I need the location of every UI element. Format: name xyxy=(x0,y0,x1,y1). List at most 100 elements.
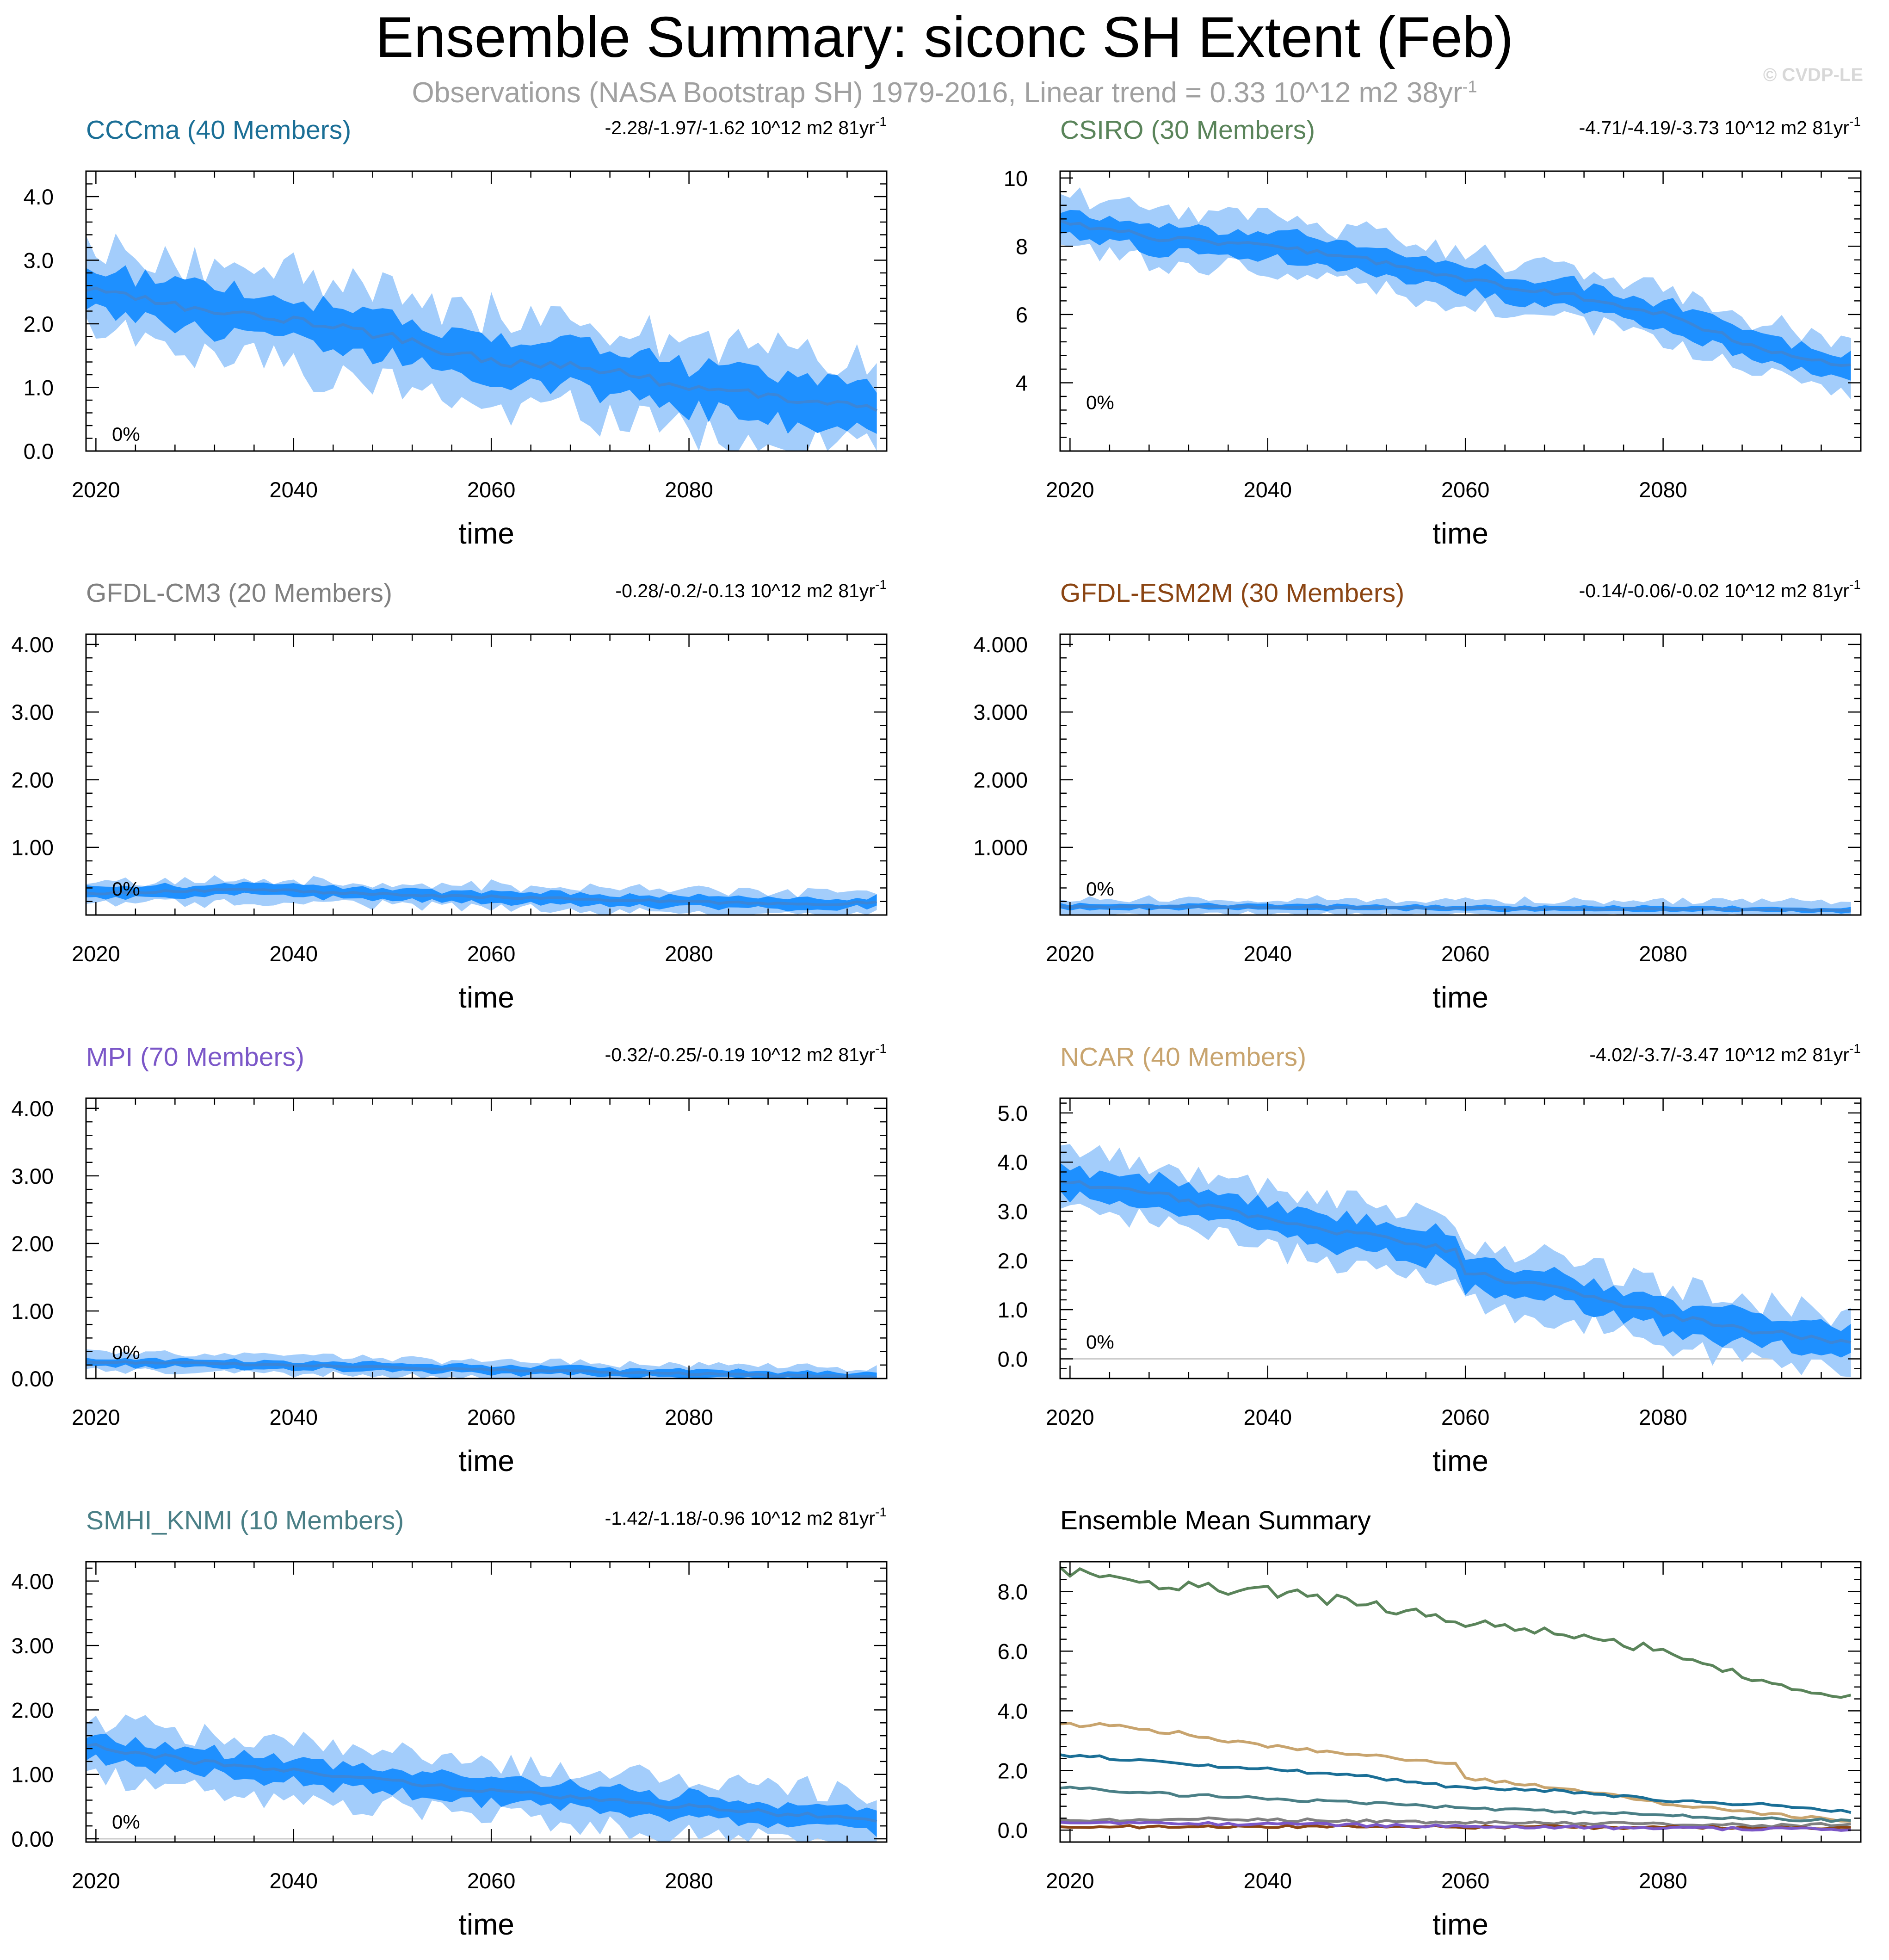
y-tick-label: 0.0 xyxy=(24,439,54,464)
trend-label: -0.28/-0.2/-0.13 10^12 m2 81yr-1 xyxy=(615,577,887,601)
y-tick-label: 0.0 xyxy=(998,1818,1028,1843)
inner-range-band xyxy=(86,1733,877,1837)
copyright-watermark: © CVDP-LE xyxy=(1763,65,1863,85)
ensemble-mean-line xyxy=(86,1743,877,1823)
x-tick-label: 2040 xyxy=(269,1868,318,1893)
percent-label: 0% xyxy=(112,878,140,900)
inner-range-band xyxy=(1060,210,1851,381)
y-tick-label: 4.00 xyxy=(12,1569,54,1594)
y-tick-label: 3.00 xyxy=(12,700,54,724)
y-tick-label: 2.0 xyxy=(998,1758,1028,1783)
trend-superscript: -1 xyxy=(1849,577,1861,592)
x-tick-label: 2060 xyxy=(1441,941,1490,966)
trend-text: -0.28/-0.2/-0.13 10^12 m2 81yr xyxy=(615,580,875,601)
percent-label: 0% xyxy=(112,1811,140,1833)
y-tick-label: 4.0 xyxy=(998,1150,1028,1175)
ensemble-mean-line xyxy=(1060,1180,1852,1344)
x-axis-label: time xyxy=(1432,1908,1488,1941)
x-tick-label: 2080 xyxy=(665,477,713,502)
y-tick-label: 1.0 xyxy=(998,1298,1028,1322)
panel-7: 0% 2020 2040 2060 2080 0.00 1.00 2.00 3.00 4.00 SM… xyxy=(12,1505,888,1941)
y-tick-label: 2.00 xyxy=(12,1231,54,1256)
y-tick-label: 3.0 xyxy=(998,1199,1028,1224)
panel-title: GFDL-CM3 (20 Members) xyxy=(86,578,392,608)
inner-range-band xyxy=(1060,1162,1851,1358)
x-tick-label: 2080 xyxy=(1639,477,1687,502)
x-tick-label: 2020 xyxy=(1046,1868,1094,1893)
trend-label: -0.32/-0.25/-0.19 10^12 m2 81yr-1 xyxy=(605,1041,887,1065)
x-axis-label: time xyxy=(458,1444,514,1478)
percent-label: 0% xyxy=(1086,1331,1114,1353)
plot-frame xyxy=(1059,1561,1862,1843)
trend-label: -4.02/-3.7/-3.47 10^12 m2 81yr-1 xyxy=(1589,1041,1861,1065)
trend-text: -0.32/-0.25/-0.19 10^12 m2 81yr xyxy=(605,1044,875,1065)
panel-title: NCAR (40 Members) xyxy=(1060,1042,1306,1072)
y-tick-label: 6 xyxy=(1016,303,1028,327)
y-tick-label: 4 xyxy=(1016,371,1028,395)
y-tick-label: 2.00 xyxy=(12,767,54,792)
x-tick-label: 2040 xyxy=(269,477,318,502)
percent-label: 0% xyxy=(112,423,140,445)
percent-label: 0% xyxy=(1086,391,1114,413)
y-tick-label: 6.0 xyxy=(998,1639,1028,1663)
plot-frame xyxy=(1059,170,1862,452)
x-axis-label: time xyxy=(1432,981,1488,1014)
x-tick-label: 2080 xyxy=(1639,1868,1687,1893)
plot-frame xyxy=(1059,633,1862,916)
ensemble-mean-line xyxy=(1060,905,1851,912)
y-tick-label: 1.0 xyxy=(24,376,54,400)
x-tick-label: 2020 xyxy=(1046,477,1094,502)
x-tick-label: 2040 xyxy=(1243,1405,1292,1429)
plot-frame xyxy=(85,633,888,916)
panel-title: MPI (70 Members) xyxy=(86,1042,304,1072)
x-axis-label: time xyxy=(458,1908,514,1941)
series-line-cccma xyxy=(1060,1753,1852,1814)
panel-title: GFDL-ESM2M (30 Members) xyxy=(1060,578,1404,608)
percent-label: 0% xyxy=(112,1342,140,1363)
trend-label: -0.14/-0.06/-0.02 10^12 m2 81yr-1 xyxy=(1579,577,1861,601)
panel-2: 0% 2020 2040 2060 2080 4 6 8 10 CSIRO (30 Members… xyxy=(1004,114,1862,550)
ensemble-mean-line xyxy=(86,888,877,907)
panel-4: 0% 2020 2040 2060 2080 1.000 2.000 3.000 4.000 GF… xyxy=(973,577,1862,1014)
y-tick-label: 0.0 xyxy=(998,1347,1028,1371)
trend-superscript: -1 xyxy=(1849,114,1861,129)
series-line-smhi_knmi xyxy=(1060,1786,1851,1823)
y-tick-label: 3.000 xyxy=(973,700,1028,724)
trend-text: -2.28/-1.97/-1.62 10^12 m2 81yr xyxy=(605,117,875,138)
panel-6: 0% 2020 2040 2060 2080 0.0 1.0 2.0 3.0 4.0 5.0 NCAR… xyxy=(998,1041,1862,1478)
x-tick-label: 2080 xyxy=(665,1405,713,1429)
trend-superscript: -1 xyxy=(1849,1041,1861,1056)
panel-8: 2020 2040 2060 2080 0.0 2.0 4.0 6.0 8.0 Ensemble … xyxy=(998,1506,1862,1941)
x-axis-label: time xyxy=(1432,1444,1488,1478)
plot-frame xyxy=(85,1097,888,1379)
outer-range-band xyxy=(1060,187,1851,400)
series-line-gfdl-cm3 xyxy=(1060,1816,1851,1829)
x-tick-label: 2060 xyxy=(467,941,516,966)
trend-label: -2.28/-1.97/-1.62 10^12 m2 81yr-1 xyxy=(605,114,887,138)
series-line-ncar xyxy=(1060,1722,1851,1823)
plot-frame xyxy=(1059,1097,1862,1379)
y-tick-label: 0.00 xyxy=(12,1366,54,1391)
trend-superscript: -1 xyxy=(875,114,887,129)
panel-5: 0% 2020 2040 2060 2080 0.00 1.00 2.00 3.00 4.00 MP… xyxy=(12,1041,888,1478)
y-tick-label: 2.0 xyxy=(24,312,54,336)
ensemble-mean-line xyxy=(86,286,878,412)
y-tick-label: 2.0 xyxy=(998,1249,1028,1273)
subtitle-superscript: -1 xyxy=(1462,77,1477,96)
y-tick-label: 4.000 xyxy=(973,632,1028,657)
trend-text: -0.14/-0.06/-0.02 10^12 m2 81yr xyxy=(1579,580,1849,601)
y-tick-label: 2.000 xyxy=(973,767,1028,792)
figure-title: Ensemble Summary: siconc SH Extent (Feb) xyxy=(375,6,1514,69)
y-tick-label: 3.0 xyxy=(24,248,54,273)
subtitle-text: Observations (NASA Bootstrap SH) 1979-20… xyxy=(412,77,1463,109)
panel-title: SMHI_KNMI (10 Members) xyxy=(86,1506,404,1535)
panel-1: 0% 2020 2040 2060 2080 0.0 1.0 2.0 3.0 4.0 CCCma (… xyxy=(24,114,888,550)
y-tick-label: 0.00 xyxy=(12,1827,54,1851)
x-tick-label: 2040 xyxy=(269,941,318,966)
inner-range-band xyxy=(86,265,877,434)
plot-frame xyxy=(85,1561,888,1843)
figure-subtitle: Observations (NASA Bootstrap SH) 1979-20… xyxy=(0,76,1889,109)
trend-superscript: -1 xyxy=(875,1505,887,1519)
x-tick-label: 2080 xyxy=(1639,941,1687,966)
x-tick-label: 2080 xyxy=(665,941,713,966)
